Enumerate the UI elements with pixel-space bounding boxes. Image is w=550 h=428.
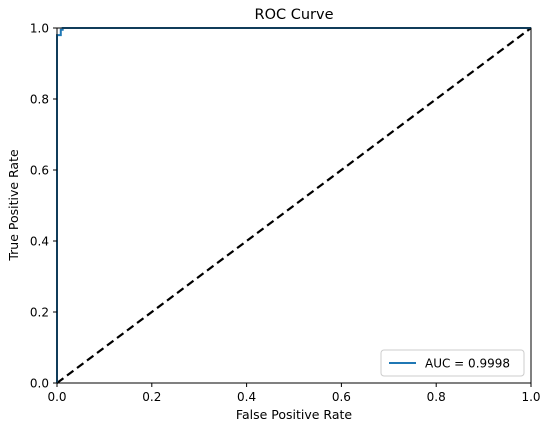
x-tick-label: 1.0 [521, 390, 540, 404]
y-axis-label: True Positive Rate [6, 149, 21, 262]
y-tick-label: 1.0 [30, 22, 49, 36]
x-tick-label: 0.0 [47, 390, 66, 404]
legend: AUC = 0.9998 [380, 349, 525, 377]
x-tick-label: 0.2 [142, 390, 161, 404]
legend-box [380, 349, 525, 377]
x-tick-label: 0.4 [237, 390, 256, 404]
y-tick-label: 0.2 [30, 306, 49, 320]
plot-area [56, 27, 532, 384]
y-tick-label: 0.0 [30, 377, 49, 391]
diagonal-reference-line [56, 27, 532, 384]
axis-ticks: 0.0 0.2 0.4 0.6 0.8 1.0 0.0 0.2 0.4 0.6 0.8 1.0 [30, 22, 541, 405]
y-tick-label: 0.4 [30, 235, 49, 249]
x-tick-label: 0.6 [332, 390, 351, 404]
chart-title: ROC Curve [255, 7, 334, 23]
y-tick-label: 0.6 [30, 164, 49, 178]
x-tick-label: 0.8 [427, 390, 446, 404]
plot-frame [56, 27, 532, 384]
x-axis-label: False Positive Rate [236, 407, 352, 422]
y-tick-label: 0.8 [30, 93, 49, 107]
legend-entry-auc: AUC = 0.9998 [425, 357, 510, 371]
